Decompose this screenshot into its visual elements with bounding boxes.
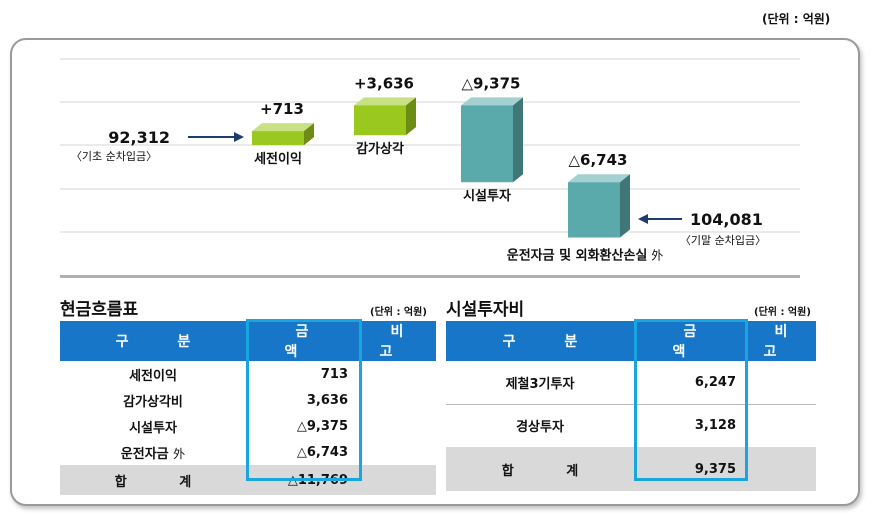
end-caption: 〈기말 순차입금〉 [680, 234, 766, 247]
bar-top-face [354, 97, 416, 106]
divider [60, 275, 800, 278]
category-label: 시설투자 [463, 189, 511, 204]
bar-front-face [354, 105, 406, 136]
row-suffix: 外 [173, 446, 186, 461]
row-amount: 3,128 [694, 418, 736, 434]
total-label: 합 계 [60, 465, 246, 495]
waterfall-chart: +713 세전이익 +3,636 감가상각 △9,375 시설투자 △6,743 운전자금 및… [60, 58, 800, 264]
capex-title: 시설투자비 [446, 300, 525, 320]
table-row: 감가상각비 3,636 [60, 387, 436, 413]
row-name: 감가상각비 [123, 394, 183, 410]
amount-highlight [246, 319, 362, 481]
start-arrowhead [234, 132, 244, 142]
bar-top-face [252, 123, 314, 132]
total-row: 합 계 9,375 [446, 447, 816, 491]
row-name: 시설투자 [129, 420, 177, 436]
value-label: +3,636 [354, 74, 414, 92]
row-name: 세전이익 [129, 368, 177, 384]
start-caption: 〈기초 순차입금〉 [71, 150, 157, 163]
row-amount: 3,636 [306, 392, 348, 408]
row-name: 운전자금 [120, 446, 169, 462]
total-label: 합 계 [446, 447, 634, 491]
row-amount: 6,247 [694, 374, 736, 390]
bar-side-face [620, 174, 630, 238]
bar-4 [568, 174, 630, 238]
col-header-amount: 금 액 [634, 321, 746, 361]
cashflow-table: 구 분 금 액 비 고 세전이익 713 감가상각비 3,636 시설투자 △9… [60, 321, 436, 495]
row-amount: △9,375 [296, 418, 348, 434]
bar-2 [354, 97, 416, 136]
row-amount: △6,743 [296, 444, 348, 460]
table-row: 경상투자 3,128 [446, 404, 816, 447]
bar-side-face [406, 97, 416, 136]
end-arrowhead [638, 214, 648, 224]
bar-front-face [461, 105, 513, 183]
end-value-label: 104,081 [690, 210, 763, 229]
unit-label: (단위 : 억원) [762, 12, 831, 26]
row-name: 제철3기투자 [505, 376, 575, 392]
bar-1 [252, 123, 314, 146]
cashflow-unit: (단위 : 억원) [370, 307, 427, 318]
bar-top-face [568, 174, 630, 183]
table-row: 세전이익 713 [60, 361, 436, 387]
total-amount: 9,375 [634, 447, 746, 491]
total-row: 합 계 △11,769 [60, 465, 436, 495]
value-label: △9,375 [462, 74, 521, 92]
bar-3 [461, 97, 523, 183]
col-header-category: 구 분 [446, 321, 634, 361]
amount-highlight [634, 319, 748, 481]
table-row: 제철3기투자 6,247 [446, 361, 816, 404]
category-label: 운전자금 및 외화환산손실 外 [507, 248, 663, 264]
category-label: 세전이익 [254, 151, 302, 167]
value-label: △6,743 [569, 151, 628, 169]
value-label: +713 [260, 100, 304, 118]
col-header-note: 비 고 [746, 321, 816, 361]
col-header-category: 구 분 [60, 321, 246, 361]
row-amount: 713 [320, 366, 348, 382]
bar-front-face [568, 182, 620, 238]
bar-side-face [513, 97, 523, 183]
table-row: 시설투자 △9,375 [60, 413, 436, 439]
table-row: 운전자금 外 △6,743 [60, 439, 436, 465]
main-panel: +713 세전이익 +3,636 감가상각 △9,375 시설투자 △6,743 운전자금 및… [10, 38, 860, 506]
category-label: 감가상각 [356, 142, 404, 157]
capex-table: 구 분 금 액 비 고 제철3기투자 6,247 경상투자 3,128 합 계 … [446, 321, 816, 491]
row-name: 경상투자 [516, 420, 564, 436]
col-header-note: 비 고 [358, 321, 436, 361]
col-header-amount: 금 액 [246, 321, 358, 361]
capex-unit: (단위 : 억원) [754, 307, 811, 318]
bar-side-face [304, 123, 314, 146]
cashflow-title: 현금흐름표 [60, 300, 139, 320]
start-value-label: 92,312 [108, 128, 170, 147]
bar-front-face [252, 131, 304, 146]
bar-top-face [461, 97, 523, 106]
